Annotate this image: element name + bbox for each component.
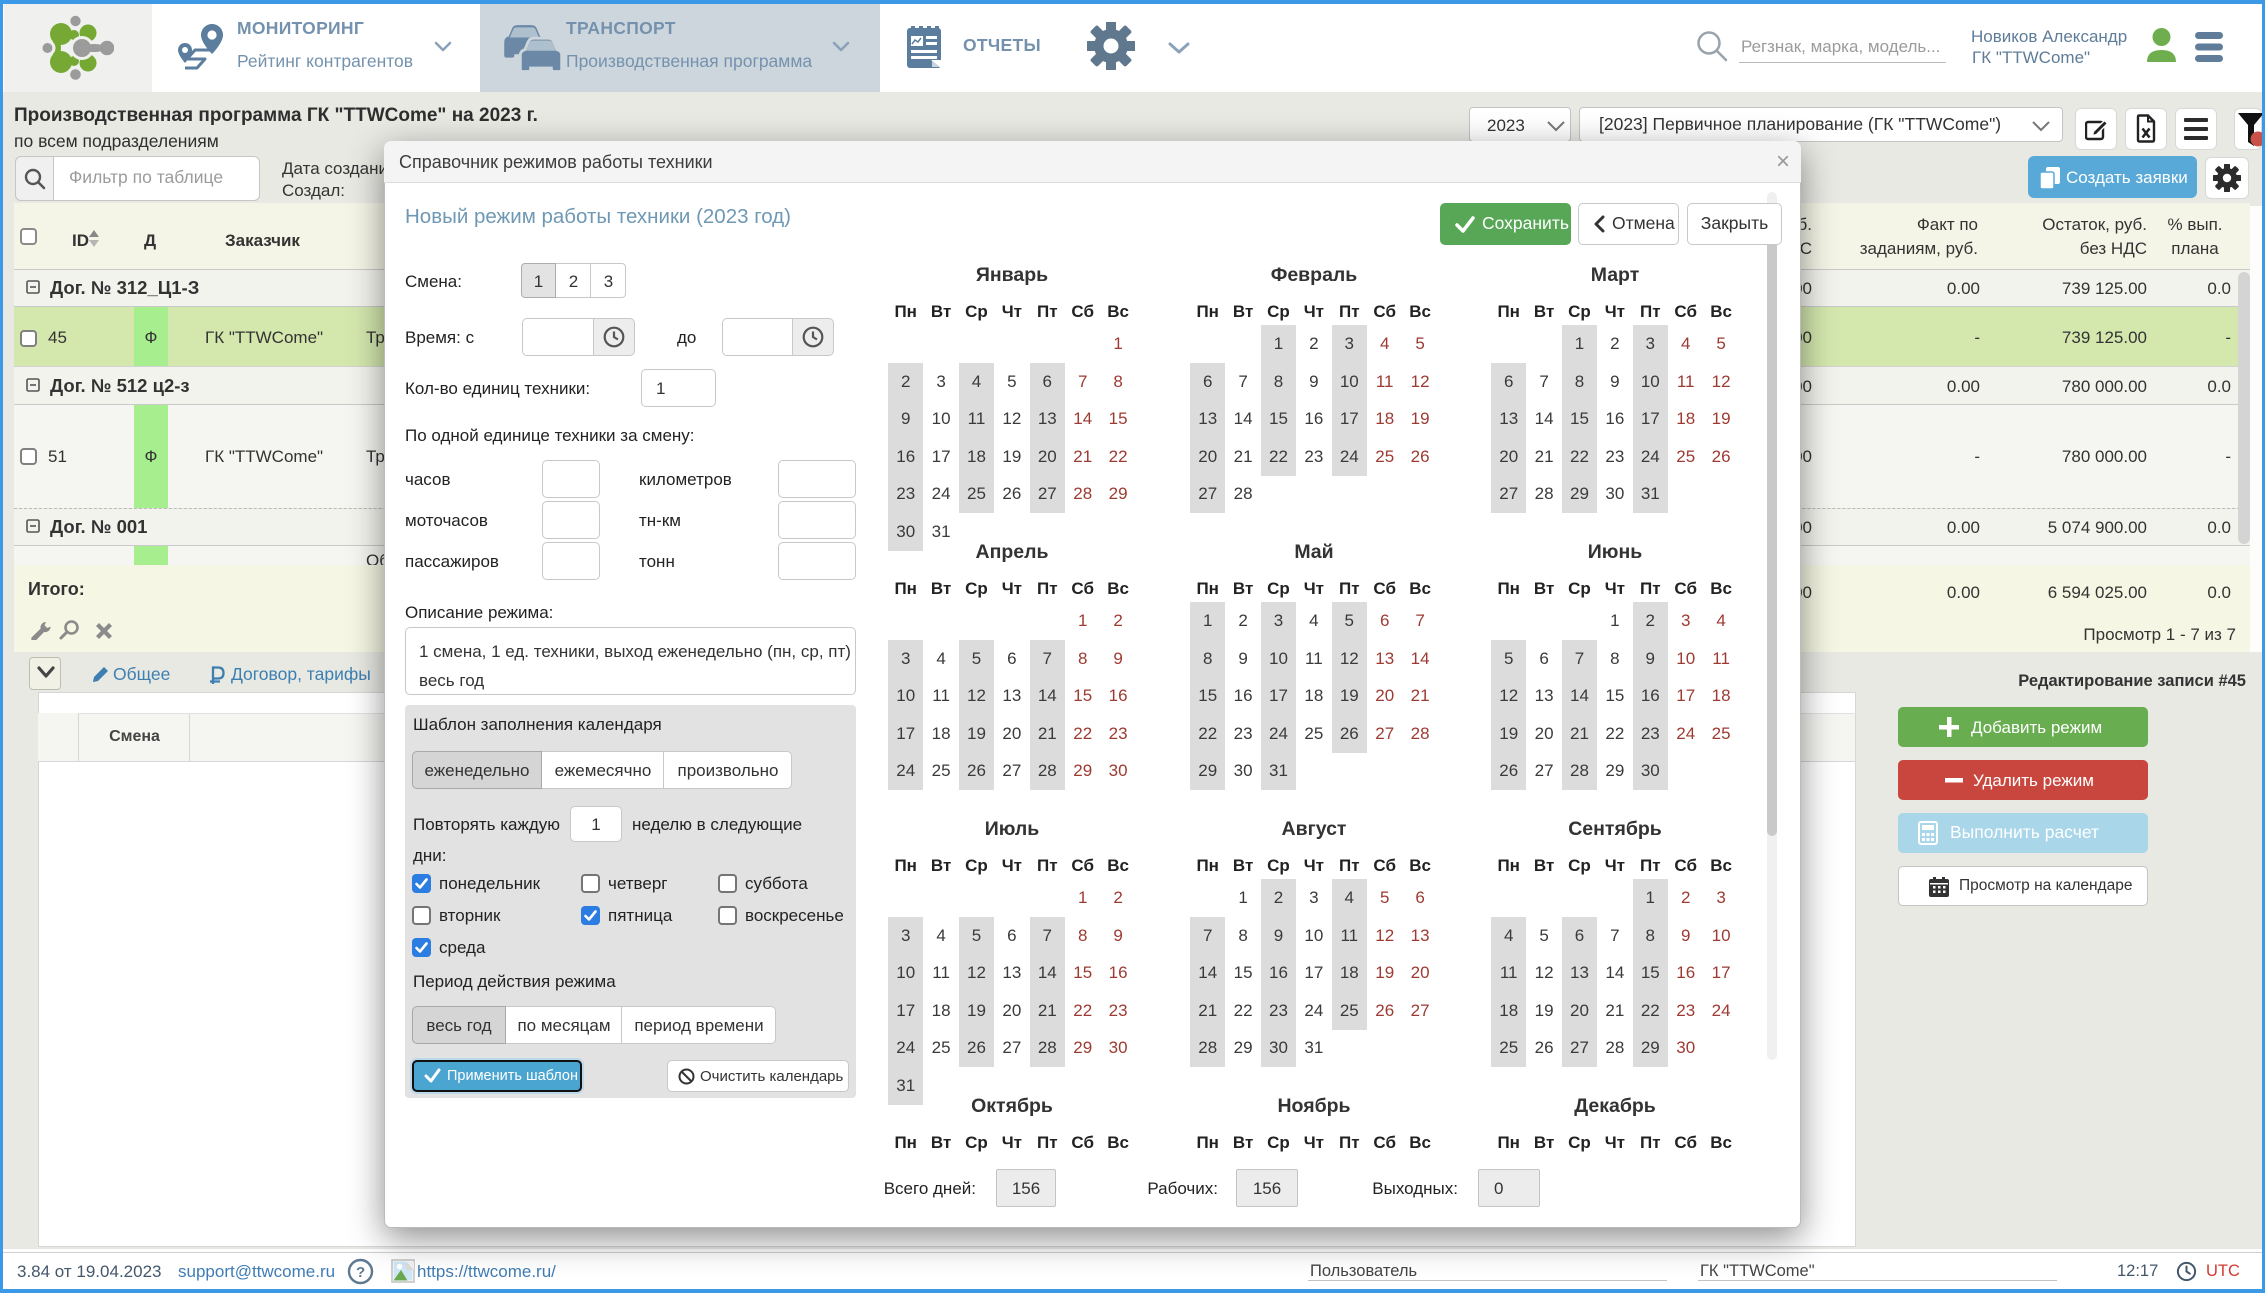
svg-text:?: ? [356, 1264, 365, 1281]
